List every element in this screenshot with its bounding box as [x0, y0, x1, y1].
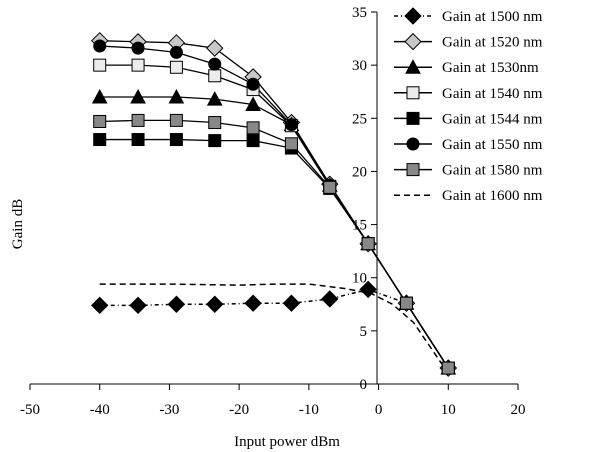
data-point-s6-6 [284, 118, 298, 132]
data-point-s5-5 [246, 134, 260, 148]
x-tick-label: -40 [90, 402, 110, 418]
data-point-s5-2 [131, 133, 145, 147]
data-point-s7-3 [169, 113, 183, 127]
data-point-s2-4 [206, 39, 224, 57]
x-tick-label: -50 [20, 402, 40, 418]
legend-label-3: Gain at 1530nm [442, 60, 539, 76]
data-point-s7-2 [131, 113, 145, 127]
data-point-s4-4 [208, 69, 222, 83]
legend-background [385, 2, 597, 206]
y-tick-label: 20 [352, 164, 367, 180]
data-point-s7-10 [441, 361, 455, 375]
legend-label-6: Gain at 1550 nm [442, 137, 543, 153]
legend-marker-2 [404, 32, 422, 51]
y-axis: 0 5 10 15 20 25 30 35 [352, 5, 378, 393]
data-point-s1-3 [167, 295, 186, 313]
data-point-s1-1 [91, 296, 109, 315]
data-point-s6-1 [93, 39, 107, 53]
data-point-s1-4 [206, 295, 224, 313]
x-tick-label: 20 [511, 402, 526, 418]
legend-label-5: Gain at 1544 nm [442, 111, 543, 127]
data-point-s6-2 [131, 41, 145, 55]
data-point-s5-3 [169, 133, 183, 147]
x-tick-label: -30 [159, 402, 179, 418]
data-point-s6-3 [169, 45, 183, 59]
plot-lines [99, 40, 449, 374]
y-tick-label: 5 [360, 324, 368, 340]
data-point-s3-5 [245, 96, 261, 111]
data-point-s4-3 [169, 60, 183, 74]
x-axis: -50 -40 -30 -20 -10 0 10 20 [20, 383, 526, 418]
y-tick-label: 30 [352, 58, 367, 74]
series-line-1 [99, 288, 449, 369]
legend-marker-1 [404, 7, 422, 25]
data-point-s7-5 [246, 121, 260, 135]
plot-markers [91, 31, 457, 377]
y-tick-label: 15 [352, 218, 367, 234]
data-point-s7-8 [361, 237, 375, 251]
data-point-s1-7 [321, 290, 339, 308]
y-tick-label: 35 [352, 5, 367, 21]
data-point-s3-2 [130, 88, 146, 104]
data-point-s7-4 [208, 116, 222, 130]
x-axis-label: Input power dBm [234, 434, 340, 450]
data-point-s7-7 [323, 180, 337, 194]
data-point-s1-2 [129, 296, 147, 315]
data-point-s1-6 [282, 294, 301, 312]
legend-marker-7 [406, 163, 420, 177]
y-tick-label: 0 [360, 377, 368, 393]
legend-label-4: Gain at 1540 nm [442, 86, 543, 102]
x-tick-label: 0 [375, 402, 383, 418]
legend-marker-4 [406, 86, 420, 100]
legend: Gain at 1500 nm Gain at 1520 nm Gain at 15… [385, 2, 597, 206]
x-tick-label: -10 [299, 402, 319, 418]
legend-marker-5 [406, 111, 420, 125]
x-tick-label: -20 [229, 402, 249, 418]
series-line-8 [99, 283, 449, 374]
data-point-s1-8 [359, 280, 377, 299]
data-point-s6-4 [208, 57, 222, 71]
y-tick-label: 10 [352, 271, 367, 287]
series-line-7 [99, 119, 449, 369]
data-point-s6-5 [246, 77, 260, 91]
data-point-s3-3 [168, 88, 185, 104]
data-point-s3-4 [206, 91, 223, 106]
data-point-s1-5 [244, 294, 262, 312]
data-point-s4-1 [93, 58, 107, 72]
data-point-s5-1 [93, 133, 107, 147]
legend-label-7: Gain at 1580 nm [442, 163, 543, 179]
legend-label-2: Gain at 1520 nm [442, 35, 543, 51]
data-point-s3-1 [91, 88, 108, 104]
data-point-s7-9 [399, 296, 413, 310]
x-tick-label: 10 [441, 402, 456, 418]
y-tick-label: 25 [352, 111, 367, 127]
legend-marker-6 [406, 137, 420, 151]
y-axis-label: Gain dB [10, 199, 26, 249]
data-point-s7-6 [284, 137, 298, 151]
legend-label-1: Gain at 1500 nm [442, 9, 543, 25]
legend-marker-3 [405, 59, 421, 74]
data-point-s4-2 [131, 58, 145, 72]
legend-label-8: Gain at 1600 nm [442, 188, 543, 204]
data-point-s7-1 [93, 114, 107, 128]
data-point-s5-4 [208, 134, 222, 148]
